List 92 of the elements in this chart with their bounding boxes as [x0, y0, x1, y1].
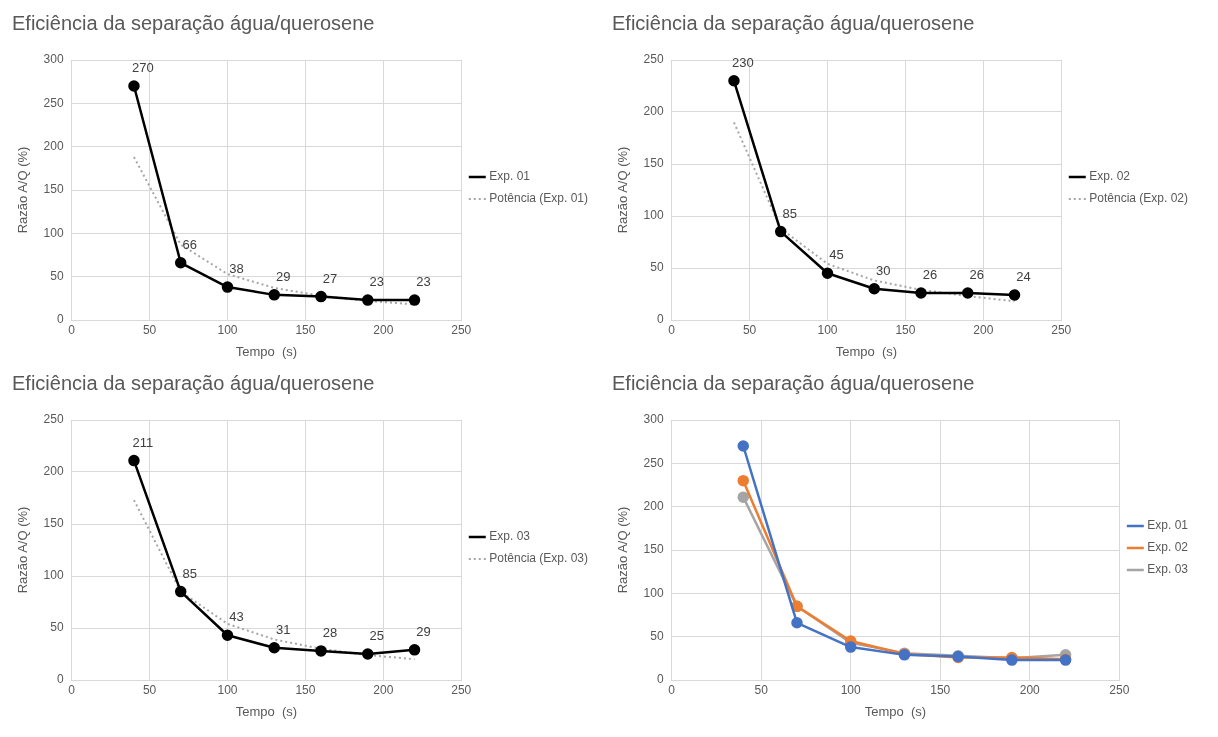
x-tick-label: 0 [68, 322, 76, 337]
data-label: 26 [922, 267, 938, 283]
data-label: 25 [369, 628, 384, 644]
y-axis-title: Razão A/Q (%) [615, 146, 631, 234]
x-tick-label: 250 [1109, 682, 1130, 697]
y-tick-label: 200 [643, 104, 664, 119]
y-tick-label: 50 [650, 628, 664, 643]
y-tick-label: 100 [43, 568, 64, 583]
x-tick-label: 50 [142, 682, 157, 697]
y-tick-label: 150 [43, 516, 64, 531]
legend-label: Exp. 03 [489, 529, 531, 544]
x-axis-title: Tempo (s) [835, 343, 898, 359]
x-tick-label: 150 [895, 322, 916, 337]
x-tick-label: 200 [973, 322, 994, 337]
x-tick-label: 150 [295, 682, 316, 697]
x-tick-label: 0 [668, 322, 676, 337]
data-label: 26 [969, 267, 984, 283]
y-tick-label: 0 [56, 672, 64, 687]
y-tick-label: 100 [43, 225, 64, 240]
y-tick-label: 0 [56, 312, 64, 327]
chart-title: Eficiência da separação água/querosene [612, 11, 975, 34]
legend-label: Potência (Exp. 01) [489, 191, 588, 206]
y-tick-label: 50 [650, 260, 664, 275]
y-tick-label: 150 [643, 542, 664, 557]
data-label: 230 [732, 54, 754, 70]
data-label: 270 [132, 60, 154, 76]
x-axis-title: Tempo (s) [235, 343, 298, 359]
x-tick-label: 0 [668, 682, 676, 697]
chart-title: Eficiência da separação água/querosene [12, 11, 375, 34]
data-label: 24 [1016, 269, 1031, 285]
data-label: 38 [229, 261, 244, 277]
y-tick-label: 300 [643, 412, 664, 427]
data-label: 31 [276, 621, 291, 637]
y-tick-label: 150 [643, 156, 664, 171]
y-axis-title: Razão A/Q (%) [615, 506, 631, 594]
legend-label: Exp. 03 [1147, 562, 1189, 577]
x-tick-label: 250 [1051, 322, 1072, 337]
x-tick-label: 150 [930, 682, 951, 697]
x-tick-label: 100 [840, 682, 862, 697]
x-tick-label: 100 [817, 322, 838, 337]
x-tick-label: 0 [68, 682, 76, 697]
y-tick-label: 300 [43, 52, 64, 67]
legend-label: Potência (Exp. 03) [489, 551, 588, 566]
y-tick-label: 100 [643, 208, 664, 223]
x-tick-label: 50 [142, 322, 157, 337]
data-label: 27 [322, 270, 338, 286]
y-tick-label: 50 [50, 268, 64, 283]
data-label: 85 [182, 565, 197, 581]
x-tick-label: 100 [217, 682, 238, 697]
y-tick-label: 200 [43, 138, 64, 153]
data-label: 28 [322, 624, 338, 640]
data-label: 66 [182, 236, 197, 252]
y-tick-label: 250 [43, 412, 64, 427]
x-tick-label: 100 [217, 322, 238, 337]
x-tick-label: 50 [742, 322, 757, 337]
y-axis-title: Razão A/Q (%) [15, 146, 31, 234]
y-tick-label: 150 [43, 182, 64, 197]
y-axis-title: Razão A/Q (%) [15, 506, 31, 594]
x-tick-label: 150 [295, 322, 316, 337]
x-tick-label: 200 [373, 322, 394, 337]
x-tick-label: 200 [373, 682, 394, 697]
y-tick-label: 250 [643, 455, 664, 470]
y-tick-label: 0 [656, 312, 664, 327]
legend-label: Exp. 01 [1147, 518, 1189, 533]
data-label: 85 [782, 205, 797, 221]
legend-label: Potência (Exp. 02) [1089, 191, 1188, 206]
legend-label: Exp. 02 [1089, 169, 1131, 184]
y-tick-label: 200 [43, 464, 64, 479]
x-tick-label: 250 [451, 682, 472, 697]
data-label: 43 [229, 609, 244, 625]
chart-title: Eficiência da separação água/querosene [612, 371, 975, 394]
data-label: 23 [369, 274, 384, 290]
legend-label: Exp. 01 [489, 169, 531, 184]
x-tick-label: 50 [754, 682, 769, 697]
data-label: 30 [876, 262, 891, 278]
data-label: 23 [416, 274, 431, 290]
y-tick-label: 200 [643, 498, 664, 513]
x-tick-label: 250 [451, 322, 472, 337]
x-axis-title: Tempo (s) [864, 703, 927, 719]
legend-label: Exp. 02 [1147, 540, 1189, 555]
data-label: 211 [132, 434, 154, 450]
y-tick-label: 0 [656, 672, 664, 687]
data-label: 45 [829, 247, 844, 263]
x-axis-title: Tempo (s) [235, 703, 298, 719]
y-tick-label: 250 [643, 52, 664, 67]
y-tick-label: 100 [643, 585, 664, 600]
y-tick-label: 250 [43, 95, 64, 110]
data-label: 29 [276, 268, 291, 284]
x-tick-label: 200 [1019, 682, 1041, 697]
y-tick-label: 50 [50, 620, 64, 635]
data-label: 29 [416, 623, 431, 639]
chart-title: Eficiência da separação água/querosene [12, 371, 375, 394]
